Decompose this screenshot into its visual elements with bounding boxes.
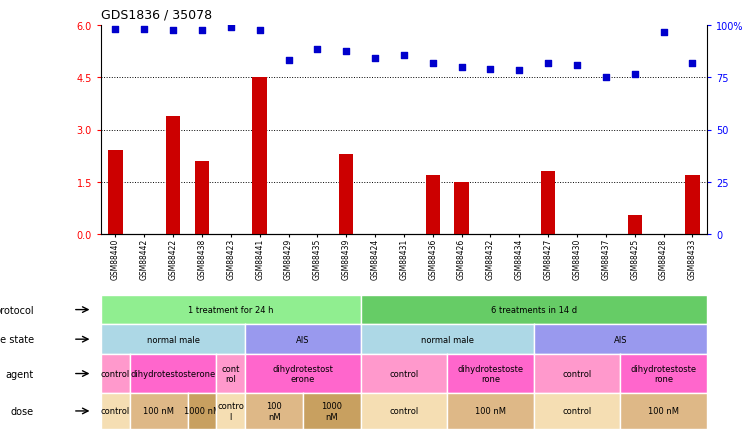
Text: cont
rol: cont rol bbox=[221, 364, 240, 383]
Bar bbox=[339, 155, 353, 234]
Point bbox=[311, 47, 323, 54]
Text: control: control bbox=[101, 407, 130, 415]
Text: control: control bbox=[389, 407, 419, 415]
Bar bbox=[108, 151, 123, 234]
Point bbox=[225, 24, 237, 31]
Text: control: control bbox=[101, 369, 130, 378]
Point bbox=[542, 61, 554, 68]
Text: AIS: AIS bbox=[613, 335, 627, 344]
Text: AIS: AIS bbox=[296, 335, 310, 344]
Point bbox=[571, 62, 583, 69]
Point bbox=[427, 61, 439, 68]
Text: 100 nM: 100 nM bbox=[143, 407, 174, 415]
Point bbox=[138, 26, 150, 33]
Text: 100 nM: 100 nM bbox=[648, 407, 679, 415]
Text: control: control bbox=[562, 407, 592, 415]
Point bbox=[600, 75, 612, 82]
Point bbox=[657, 30, 669, 36]
Bar bbox=[685, 175, 699, 234]
Text: disease state: disease state bbox=[0, 335, 34, 344]
Text: dose: dose bbox=[11, 406, 34, 416]
Text: contro
l: contro l bbox=[218, 401, 245, 421]
Bar bbox=[252, 78, 267, 234]
Bar bbox=[628, 215, 642, 234]
Text: dihydrotestoste
rone: dihydrotestoste rone bbox=[458, 364, 524, 383]
Point bbox=[398, 52, 410, 59]
Text: 100 nM: 100 nM bbox=[475, 407, 506, 415]
Text: control: control bbox=[562, 369, 592, 378]
Point bbox=[283, 57, 295, 64]
Bar bbox=[454, 182, 469, 234]
Point bbox=[340, 49, 352, 56]
Text: control: control bbox=[389, 369, 419, 378]
Point bbox=[254, 28, 266, 35]
Point bbox=[369, 56, 381, 62]
Text: protocol: protocol bbox=[0, 305, 34, 315]
Text: 1 treatment for 24 h: 1 treatment for 24 h bbox=[188, 306, 274, 314]
Bar bbox=[194, 161, 209, 234]
Text: 100
nM: 100 nM bbox=[266, 401, 282, 421]
Point bbox=[167, 28, 179, 35]
Point bbox=[456, 64, 468, 71]
Text: GDS1836 / 35078: GDS1836 / 35078 bbox=[101, 9, 212, 22]
Text: agent: agent bbox=[6, 369, 34, 378]
Text: dihydrotestosterone: dihydrotestosterone bbox=[130, 369, 215, 378]
Point bbox=[196, 28, 208, 35]
Point bbox=[629, 71, 641, 78]
Bar bbox=[541, 172, 555, 234]
Text: dihydrotestost
erone: dihydrotestost erone bbox=[272, 364, 334, 383]
Point bbox=[109, 26, 121, 33]
Text: 1000
nM: 1000 nM bbox=[322, 401, 343, 421]
Point bbox=[687, 61, 699, 68]
Bar bbox=[166, 116, 180, 234]
Text: dihydrotestoste
rone: dihydrotestoste rone bbox=[631, 364, 696, 383]
Bar bbox=[426, 175, 440, 234]
Text: normal male: normal male bbox=[420, 335, 473, 344]
Point bbox=[513, 68, 525, 75]
Point bbox=[485, 66, 497, 73]
Text: normal male: normal male bbox=[147, 335, 200, 344]
Text: 1000 nM: 1000 nM bbox=[184, 407, 220, 415]
Text: 6 treatments in 14 d: 6 treatments in 14 d bbox=[491, 306, 577, 314]
